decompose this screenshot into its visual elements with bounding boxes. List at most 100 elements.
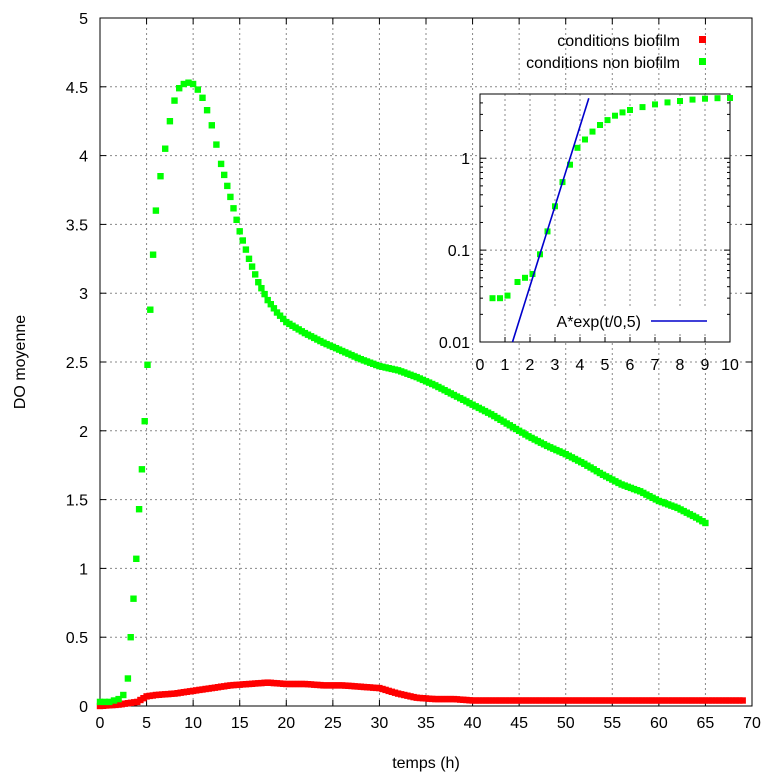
- inset-data-point: [612, 112, 618, 119]
- data-point-biofilm: [565, 697, 573, 704]
- y-tick-label: 4: [79, 149, 88, 166]
- inset-x-tick-label: 4: [576, 357, 585, 374]
- data-point-biofilm: [549, 697, 556, 704]
- y-tick-label: 1: [79, 561, 88, 578]
- y-tick-label: 0.5: [66, 630, 88, 647]
- x-tick-label: 40: [464, 715, 482, 732]
- inset-grid: [480, 94, 730, 342]
- data-point-biofilm: [589, 697, 596, 704]
- data-point-non-biofilm: [230, 205, 237, 212]
- data-point-biofilm: [572, 697, 579, 704]
- x-tick-label: 60: [650, 715, 668, 732]
- inset-data-point: [652, 101, 658, 108]
- data-point-biofilm: [545, 697, 553, 704]
- inset-data-point: [702, 95, 708, 102]
- y-axis-title: DO moyenne: [12, 315, 29, 409]
- data-point-biofilm: [719, 697, 726, 704]
- inset-data-point: [604, 117, 611, 124]
- data-point-biofilm: [609, 697, 616, 704]
- data-point-biofilm: [582, 697, 589, 704]
- data-point-non-biofilm: [141, 418, 148, 425]
- data-point-biofilm: [562, 697, 569, 704]
- data-point-biofilm: [575, 697, 583, 704]
- legend-label-fit: A*exp(t/0,5): [557, 314, 641, 331]
- data-point-non-biofilm: [106, 698, 113, 706]
- data-point-biofilm: [655, 697, 663, 704]
- x-tick-label: 20: [277, 715, 295, 732]
- inset-axis-ticks: 0 1 2 3 4 5 6 7 8 9 100.010.11: [439, 93, 739, 374]
- data-point-non-biofilm: [96, 698, 104, 706]
- data-point-non-biofilm: [252, 271, 259, 278]
- x-tick-label: 5: [142, 715, 151, 732]
- inset-data-point: [677, 98, 683, 104]
- data-point-non-biofilm: [203, 107, 211, 114]
- inset-y-tick-label: 0.1: [448, 243, 470, 260]
- inset-data-point: [497, 295, 503, 302]
- data-point-biofilm: [542, 697, 549, 704]
- data-point-non-biofilm: [135, 506, 143, 513]
- data-point-non-biofilm: [217, 160, 225, 168]
- data-point-non-biofilm: [702, 519, 709, 527]
- data-point-biofilm: [486, 697, 493, 704]
- data-point-non-biofilm: [258, 285, 265, 292]
- data-point-biofilm: [539, 697, 546, 704]
- y-tick-label: 3: [79, 286, 88, 303]
- data-point-biofilm: [682, 697, 689, 704]
- data-point-non-biofilm: [264, 296, 271, 304]
- data-point-non-biofilm: [133, 555, 140, 562]
- inset-x-tick-label: 5: [601, 357, 610, 374]
- inset-x-tick-label: 2: [526, 357, 535, 374]
- data-point-non-biofilm: [180, 80, 187, 88]
- inset-y-tick-label: 1: [461, 151, 470, 168]
- data-point-non-biofilm: [171, 97, 178, 104]
- data-point-non-biofilm: [120, 691, 127, 699]
- data-point-biofilm: [476, 697, 483, 704]
- data-point-biofilm: [532, 697, 539, 704]
- data-point-biofilm: [506, 697, 513, 704]
- data-point-non-biofilm: [127, 634, 134, 641]
- data-point-biofilm: [685, 697, 692, 704]
- data-point-non-biofilm: [239, 237, 246, 244]
- data-point-biofilm: [622, 697, 629, 704]
- data-point-non-biofilm: [194, 86, 201, 93]
- inset-data-point: [714, 95, 721, 102]
- data-point-biofilm: [645, 697, 653, 704]
- data-point-non-biofilm: [224, 182, 231, 190]
- data-point-non-biofilm: [149, 251, 157, 258]
- inset-x-tick-label: 0: [476, 357, 485, 374]
- data-point-biofilm: [496, 697, 503, 704]
- x-tick-label: 70: [743, 715, 761, 732]
- data-point-biofilm: [599, 697, 606, 704]
- data-point-biofilm: [512, 697, 519, 704]
- data-point-biofilm: [625, 697, 633, 704]
- inset-data-point: [619, 109, 626, 116]
- data-point-biofilm: [736, 697, 743, 704]
- data-point-biofilm: [619, 697, 626, 704]
- data-point-non-biofilm: [166, 118, 174, 125]
- data-point-biofilm: [739, 697, 746, 704]
- data-point-biofilm: [535, 697, 543, 704]
- x-tick-label: 35: [417, 715, 435, 732]
- data-point-non-biofilm: [138, 466, 146, 473]
- inset-data-point: [514, 279, 521, 285]
- inset-data-point: [574, 144, 581, 151]
- data-point-biofilm: [479, 697, 486, 704]
- main-legend: conditions biofilm conditions non biofil…: [526, 33, 706, 72]
- data-point-biofilm: [529, 697, 536, 704]
- data-point-biofilm: [492, 697, 500, 704]
- data-point-biofilm: [612, 697, 619, 704]
- inset-data-point: [489, 295, 496, 302]
- data-point-non-biofilm: [130, 595, 137, 602]
- x-tick-label: 65: [697, 715, 715, 732]
- x-tick-label: 45: [510, 715, 528, 732]
- x-tick-label: 50: [557, 715, 575, 732]
- data-point-non-biofilm: [208, 122, 215, 129]
- data-point-biofilm: [665, 697, 672, 704]
- inset-x-tick-label: 1: [501, 357, 510, 374]
- inset-data-point: [627, 107, 633, 113]
- data-point-non-biofilm: [221, 171, 228, 179]
- data-point-biofilm: [725, 697, 733, 704]
- data-point-biofilm: [552, 697, 559, 704]
- inset-data-point: [567, 161, 573, 168]
- data-point-non-biofilm: [152, 207, 160, 214]
